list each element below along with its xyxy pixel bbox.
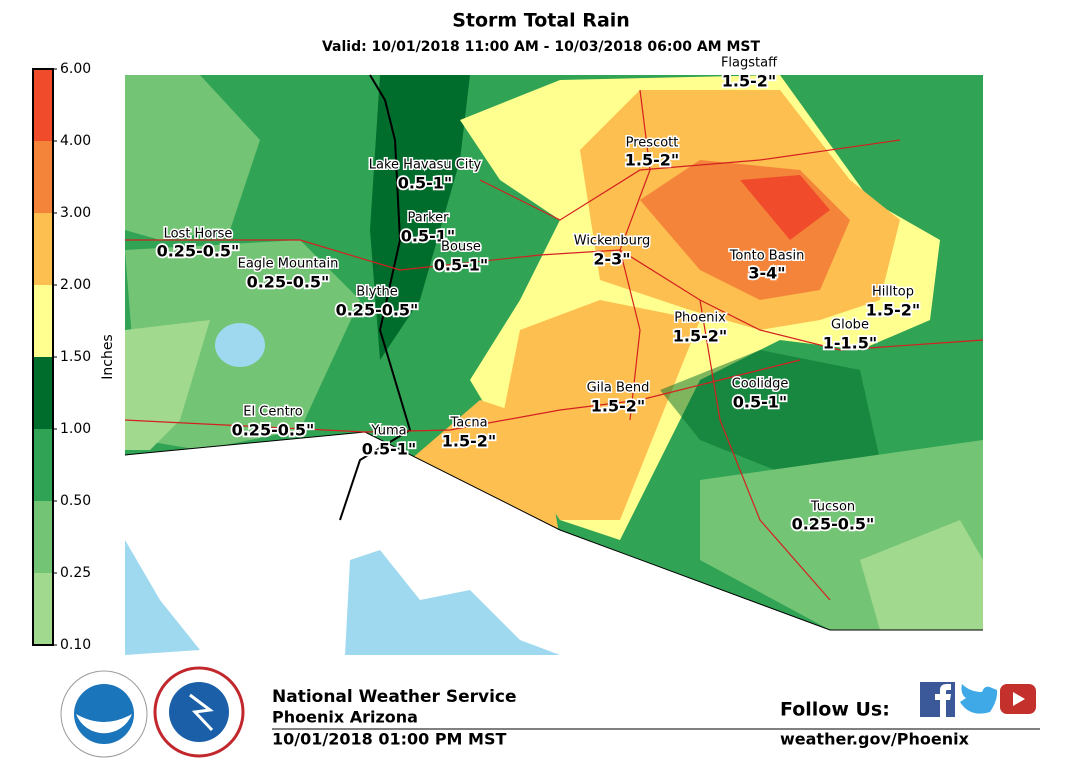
legend-swatch	[33, 429, 53, 501]
place-name: Wickenburg	[574, 234, 651, 249]
legend-tick-label: 0.25	[60, 565, 91, 581]
follow: Follow Us:	[780, 699, 890, 721]
place-amount: 0.25-0.5"	[157, 242, 240, 261]
place-name: Tucson	[810, 500, 855, 515]
place-amount: 1-1.5"	[823, 334, 877, 353]
place-amount: 0.5-1"	[434, 256, 488, 275]
place-amount: 1.5-2"	[673, 327, 727, 346]
place-amount: 0.5-1"	[362, 440, 416, 459]
place-name: Eagle Mountain	[238, 257, 339, 272]
legend-tick-label: 4.00	[60, 133, 91, 149]
place-name: Lake Havasu City	[369, 158, 482, 173]
place-amount: 1.5-2"	[625, 151, 679, 170]
subtitle: Valid: 10/01/2018 11:00 AM - 10/03/2018 …	[322, 39, 761, 55]
legend-swatch	[33, 213, 53, 285]
legend-tick-label: 3.00	[60, 205, 91, 221]
place-name: Flagstaff	[721, 56, 778, 71]
issued: 10/01/2018 01:00 PM MST	[272, 730, 506, 749]
legend-tick-label: 1.00	[60, 421, 91, 437]
nws-logo	[153, 666, 245, 758]
legend-swatch	[33, 141, 53, 213]
place-name: Gila Bend	[587, 381, 650, 396]
place-amount: 0.25-0.5"	[247, 273, 330, 292]
place-name: Tacna	[449, 416, 487, 431]
legend-tick-label: 6.00	[60, 61, 91, 77]
noaa-logo	[60, 670, 148, 758]
legend-swatch	[33, 285, 53, 357]
office: Phoenix Arizona	[272, 708, 418, 727]
legend-swatch	[33, 357, 53, 429]
place-name: El Centro	[243, 405, 302, 420]
place-amount: 0.5-1"	[398, 174, 452, 193]
legend-tick-label: 1.50	[60, 349, 91, 365]
legend-tick-label: 0.10	[60, 637, 91, 653]
place-amount: 1.5-2"	[866, 301, 920, 320]
place-name: Blythe	[356, 285, 398, 300]
place-amount: 1.5-2"	[591, 397, 645, 416]
place-name: Prescott	[626, 136, 679, 151]
legend-swatch	[33, 573, 53, 645]
place-amount: 1.5-2"	[722, 72, 776, 91]
legend-tick-label: 0.50	[60, 493, 91, 509]
url: weather.gov/Phoenix	[780, 730, 970, 749]
place-name: Bouse	[441, 240, 481, 255]
place-name: Yuma	[370, 424, 406, 439]
place-amount: 0.25-0.5"	[792, 515, 875, 534]
place-amount: 0.25-0.5"	[232, 421, 315, 440]
place-name: Lost Horse	[164, 227, 233, 242]
place-name: Coolidge	[732, 377, 789, 392]
legend-tick-label: 2.00	[60, 277, 91, 293]
twitter-icon[interactable]	[960, 684, 998, 714]
agency: National Weather Service	[272, 687, 517, 707]
place-amount: 0.5-1"	[401, 227, 455, 246]
place-name: Tonto Basin	[729, 249, 805, 264]
place-amount: 0.25-0.5"	[336, 301, 419, 320]
place-amount: 0.5-1"	[733, 393, 787, 412]
map	[124, 74, 984, 655]
place-name: Parker	[408, 211, 450, 226]
title: Storm Total Rain	[452, 10, 630, 32]
legend-label: Inches	[100, 334, 116, 379]
place-amount: 3-4"	[748, 264, 785, 283]
place-name: Globe	[831, 318, 869, 333]
place-amount: 1.5-2"	[442, 432, 496, 451]
legend-swatch	[33, 69, 53, 141]
place-name: Hilltop	[872, 285, 914, 300]
social-icons	[920, 682, 1036, 717]
place-name: Phoenix	[674, 311, 726, 326]
legend-swatch	[33, 501, 53, 573]
place-amount: 2-3"	[593, 250, 630, 269]
